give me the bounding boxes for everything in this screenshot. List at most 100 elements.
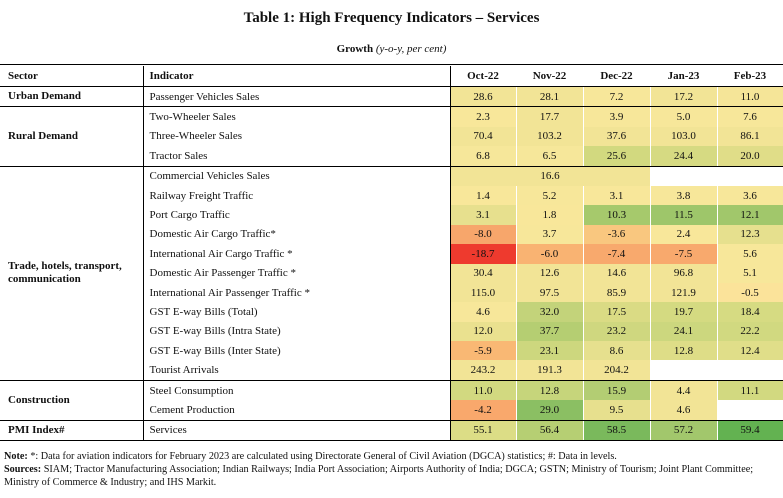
value-cell: [717, 360, 783, 381]
value-cell: 103.0: [650, 126, 718, 147]
indicator-cell: Steel Consumption: [143, 380, 451, 401]
table-title: Table 1: High Frequency Indicators – Ser…: [243, 10, 540, 26]
value-cell: -18.7: [450, 244, 517, 264]
note-text: *: Data for aviation indicators for Febr…: [27, 451, 617, 462]
value-cell: 11.5: [650, 205, 718, 225]
value-cell: 59.4: [717, 420, 783, 442]
value-cell: 56.4: [516, 420, 584, 442]
value-cell: 70.4: [450, 126, 517, 147]
value-cell: 18.4: [717, 302, 783, 322]
indicators-table: Sector Indicator Oct-22 Nov-22 Dec-22 Ja…: [0, 66, 783, 442]
table-row: Urban Demand Passenger Vehicles Sales 28.6…: [0, 86, 783, 108]
indicator-cell: Tractor Sales: [143, 146, 451, 167]
value-cell: 3.8: [650, 185, 718, 206]
value-cell: 4.4: [650, 380, 718, 401]
value-cell: -7.4: [583, 244, 651, 264]
indicator-cell: Cement Production: [143, 400, 451, 421]
value-cell: 12.1: [717, 205, 783, 225]
value-cell: -5.9: [450, 341, 517, 361]
value-cell: 4.6: [450, 302, 517, 322]
value-cell: 243.2: [450, 360, 517, 381]
value-cell: 11.1: [717, 380, 783, 401]
month-header: Jan-23: [650, 66, 718, 87]
table-row: Tractor Sales 6.8 6.5 25.6 24.4 20.0: [0, 146, 783, 167]
value-cell: 12.3: [717, 224, 783, 245]
value-cell: [650, 166, 718, 186]
note-label: Note:: [4, 451, 28, 462]
value-cell: 11.0: [450, 380, 517, 401]
value-cell: 1.8: [516, 205, 584, 225]
value-cell: [650, 360, 718, 381]
value-cell: -7.5: [650, 244, 718, 264]
table-row: GST E-way Bills (Total) 4.6 32.0 17.5 19.7 18…: [0, 302, 783, 322]
value-cell: 121.9: [650, 282, 718, 303]
value-cell: 7.6: [717, 106, 783, 127]
value-cell: 17.2: [650, 86, 718, 108]
value-cell: 103.2: [516, 126, 584, 147]
value-cell: 86.1: [717, 126, 783, 147]
indicator-cell: Services: [143, 420, 451, 442]
month-header: Feb-23: [717, 66, 783, 87]
value-cell: 3.1: [450, 205, 517, 225]
value-cell: 5.6: [717, 244, 783, 264]
indicator-cell: Three-Wheeler Sales: [143, 126, 451, 147]
month-header: Dec-22: [583, 66, 651, 87]
value-cell: 28.6: [450, 86, 517, 108]
value-cell: 5.2: [516, 185, 584, 206]
indicator-cell: Two-Wheeler Sales: [143, 106, 451, 127]
value-cell: 12.0: [450, 321, 517, 342]
table-row: Railway Freight Traffic 1.4 5.2 3.1 3.8 3.6: [0, 185, 783, 206]
value-cell: 1.4: [450, 185, 517, 206]
value-cell: -0.5: [717, 282, 783, 303]
value-cell: 97.5: [516, 282, 584, 303]
table-row: International Air Cargo Traffic * -18.7 -6…: [0, 244, 783, 264]
value-cell: 115.0: [450, 282, 517, 303]
value-cell: 96.8: [650, 263, 718, 283]
value-cell: 37.6: [583, 126, 651, 147]
table-row: PMI Index# Services 55.1 56.4 58.5 57.2 59.4: [0, 420, 783, 442]
indicator-cell: Domestic Air Passenger Traffic *: [143, 263, 451, 283]
indicator-cell: GST E-way Bills (Inter State): [143, 341, 451, 361]
value-cell: 19.7: [650, 302, 718, 322]
table-row: Domestic Air Passenger Traffic * 30.4 12.6…: [0, 263, 783, 283]
indicator-cell: International Air Cargo Traffic *: [143, 244, 451, 264]
value-cell: 9.5: [583, 400, 651, 421]
value-cell: 17.5: [583, 302, 651, 322]
value-cell: 12.4: [717, 341, 783, 361]
value-cell: 30.4: [450, 263, 517, 283]
indicator-cell: Railway Freight Traffic: [143, 185, 451, 206]
header-row: Sector Indicator Oct-22 Nov-22 Dec-22 Ja…: [0, 66, 783, 87]
value-cell: -8.0: [450, 224, 517, 245]
table-row: Construction Steel Consumption 11.0 12.8 15.…: [0, 380, 783, 421]
value-cell: 22.2: [717, 321, 783, 342]
table-row: Three-Wheeler Sales 70.4 103.2 37.6 103.0 86.…: [0, 126, 783, 147]
table-row: Tourist Arrivals 243.2 191.3 204.2: [0, 360, 783, 381]
value-cell: 15.9: [583, 380, 651, 401]
indicator-cell: Tourist Arrivals: [143, 360, 451, 381]
sector-cell: Trade, hotels, transport, communication: [0, 166, 144, 381]
table-row: International Air Passenger Traffic * 115…: [0, 282, 783, 303]
value-cell: 14.6: [583, 263, 651, 283]
table-row: GST E-way Bills (Intra State) 12.0 37.7 23.…: [0, 321, 783, 342]
table-row: Cement Production -4.2 29.0 9.5 4.6: [0, 400, 783, 421]
value-cell: 204.2: [583, 360, 651, 381]
value-cell: 55.1: [450, 420, 517, 442]
table-row: Port Cargo Traffic 3.1 1.8 10.3 11.5 12.1: [0, 205, 783, 225]
value-cell: 6.8: [450, 146, 517, 167]
sources-text: SIAM; Tractor Manufacturing Association;…: [4, 464, 754, 488]
value-cell: 10.3: [583, 205, 651, 225]
sources-line: Sources: SIAM; Tractor Manufacturing Ass…: [4, 463, 779, 489]
value-cell: 2.3: [450, 106, 517, 127]
sector-cell: Construction: [0, 380, 144, 421]
value-cell: 12.8: [516, 380, 584, 401]
indicator-cell: International Air Passenger Traffic *: [143, 282, 451, 303]
value-cell: 58.5: [583, 420, 651, 442]
value-cell: 191.3: [516, 360, 584, 381]
table-row: Domestic Air Cargo Traffic* -8.0 3.7 -3.6 2.…: [0, 224, 783, 245]
value-cell: 3.6: [717, 185, 783, 206]
sector-header: Sector: [0, 66, 144, 87]
value-cell: 24.4: [650, 146, 718, 167]
indicator-cell: Domestic Air Cargo Traffic*: [143, 224, 451, 245]
value-cell: 2.4: [650, 224, 718, 245]
value-cell: 28.1: [516, 86, 584, 108]
